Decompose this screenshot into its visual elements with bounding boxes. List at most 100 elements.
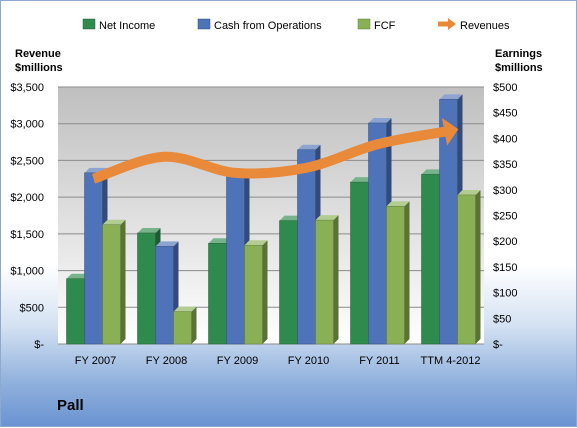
x-tick-label: TTM 4-2012: [421, 355, 481, 367]
right-tick-label: $-: [493, 339, 503, 351]
bar-fcf: [457, 189, 481, 345]
x-tick-label: FY 2011: [359, 355, 400, 367]
bar-top: [315, 215, 339, 221]
x-tick-label: FY 2009: [217, 355, 258, 367]
right-axis-ticks: $- $50 $100 $150 $200 $250 $300 $350 $400 $450 $50…: [493, 82, 517, 351]
bar-face: [102, 224, 121, 345]
gridlines: [58, 86, 484, 345]
right-axis-title-line2: $millions: [495, 62, 543, 74]
left-tick-label: $1,000: [10, 266, 44, 278]
bar-face: [208, 243, 227, 345]
x-tick-label: FY 2008: [146, 355, 187, 367]
bar-top: [173, 306, 197, 312]
bar-top: [208, 238, 232, 244]
bar-face: [368, 122, 387, 345]
bar-top: [439, 94, 463, 100]
bar-top: [137, 227, 161, 233]
right-axis-title: Earnings $millions: [495, 47, 543, 75]
legend-swatch: [197, 18, 211, 30]
legend-item: FCF: [357, 18, 396, 32]
right-tick-label: $250: [493, 211, 517, 223]
right-tick-label: $100: [493, 288, 517, 300]
left-tick-label: $3,500: [10, 82, 44, 94]
bar-face: [137, 232, 156, 345]
bar-face: [457, 194, 476, 345]
bar-fcf: [173, 306, 197, 345]
bar-face: [173, 311, 192, 345]
bar-fcf: [315, 215, 339, 345]
left-tick-label: $-: [34, 339, 44, 351]
legend-item: Net Income: [82, 18, 155, 32]
left-axis-title: Revenue $millions: [15, 47, 63, 75]
left-axis-ticks: $- $500 $1,000 $1,500 $2,000 $2,500 $3,000 $3,5…: [10, 82, 44, 351]
legend-label: Net Income: [99, 20, 155, 32]
legend-swatch-arrowhead: [448, 18, 456, 30]
legend-label: Cash from Operations: [214, 20, 322, 32]
right-tick-label: $300: [493, 185, 517, 197]
bar-face: [155, 246, 174, 345]
left-tick-label: $500: [20, 302, 44, 314]
bar-side: [191, 306, 197, 344]
bar-fcf: [102, 219, 126, 345]
bar-face: [84, 172, 103, 345]
bar-face: [315, 219, 334, 345]
bar-top: [279, 215, 303, 221]
right-tick-label: $50: [493, 313, 511, 325]
right-tick-label: $400: [493, 133, 517, 145]
bar-top: [102, 219, 126, 225]
x-tick-label: FY 2007: [75, 355, 116, 367]
right-tick-label: $350: [493, 159, 517, 171]
legend: Net Income Cash from Operations FCF Revenue…: [82, 18, 510, 32]
revenue-line: [91, 118, 459, 184]
bar-side: [475, 189, 481, 344]
bar-side: [333, 215, 339, 344]
right-tick-label: $450: [493, 108, 517, 120]
bar-top: [457, 189, 481, 195]
right-tick-label: $200: [493, 236, 517, 248]
bar-face: [66, 278, 85, 345]
bar-side: [120, 219, 126, 344]
bar-top: [421, 169, 445, 175]
bars: [66, 94, 481, 345]
left-tick-label: $1,500: [10, 229, 44, 241]
right-axis-title-line1: Earnings: [495, 48, 543, 60]
legend-swatch: [82, 18, 96, 30]
left-axis-title-line2: $millions: [15, 62, 63, 74]
x-axis-ticks: FY 2007 FY 2008 FY 2009 FY 2010 FY 2011 TTM 4…: [75, 355, 481, 367]
plot-area: [58, 87, 484, 344]
bar-top: [350, 177, 374, 183]
bar-top: [244, 240, 268, 246]
right-tick-label: $150: [493, 262, 517, 274]
left-axis-title-line1: Revenue: [15, 48, 61, 60]
right-tick-label: $500: [493, 82, 517, 94]
bar-face: [226, 175, 245, 345]
revenue-curve: [91, 126, 450, 184]
company-name: Pall: [57, 397, 84, 414]
legend-label: FCF: [374, 20, 396, 32]
legend-label: Revenues: [460, 20, 510, 32]
bar-face: [350, 181, 369, 345]
left-tick-label: $3,000: [10, 119, 44, 131]
legend-item: Revenues: [438, 18, 510, 32]
bar-fcf: [386, 201, 410, 345]
bar-side: [404, 201, 410, 344]
left-tick-label: $2,500: [10, 155, 44, 167]
bar-top: [66, 273, 90, 279]
x-tick-label: FY 2010: [288, 355, 329, 367]
bar-face: [279, 220, 298, 345]
revenue-arrowhead: [442, 118, 459, 146]
bar-face: [386, 205, 405, 345]
bar-top: [386, 201, 410, 207]
bar-top: [368, 117, 392, 123]
bar-face: [421, 174, 440, 345]
bar-face: [244, 245, 263, 345]
bar-side: [262, 240, 268, 344]
left-tick-label: $2,000: [10, 192, 44, 204]
legend-swatch: [357, 18, 371, 30]
bar-top: [297, 144, 321, 150]
legend-item: Cash from Operations: [197, 18, 322, 32]
bar-face: [297, 149, 316, 345]
bar-top: [155, 241, 179, 247]
